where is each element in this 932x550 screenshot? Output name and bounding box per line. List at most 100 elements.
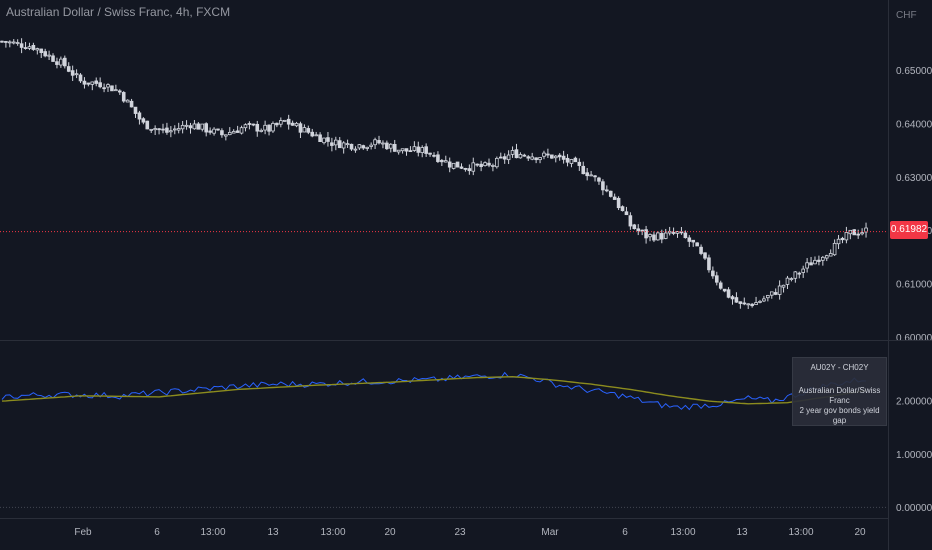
candle — [793, 271, 798, 283]
candle — [392, 139, 397, 152]
candle — [447, 157, 452, 173]
candle — [605, 185, 609, 193]
candle — [471, 157, 476, 176]
candle — [59, 56, 63, 68]
candle — [801, 265, 805, 278]
chart-title: Australian Dollar / Swiss Franc, 4h, FXC… — [6, 5, 231, 19]
candle — [498, 152, 503, 159]
candle — [326, 131, 330, 147]
candle — [322, 137, 326, 145]
price-tick-label: 0.61000 — [896, 280, 932, 291]
candle — [754, 296, 758, 306]
candle — [730, 295, 735, 305]
candle — [601, 179, 605, 196]
candle — [314, 131, 318, 137]
time-tick-label: 13:00 — [200, 527, 225, 538]
candle — [711, 266, 715, 279]
candle — [106, 83, 110, 92]
candle — [424, 143, 428, 157]
candle — [530, 152, 534, 161]
candle — [255, 120, 260, 137]
candle — [23, 41, 28, 50]
annotation-line2: Australian Dollar/Swiss Franc — [798, 386, 881, 405]
candle — [565, 154, 570, 167]
candle — [357, 144, 362, 151]
candle — [502, 153, 507, 164]
candle — [506, 150, 511, 165]
candle — [432, 152, 436, 158]
candle — [51, 53, 55, 62]
candle — [832, 239, 837, 256]
candle — [738, 301, 743, 309]
candle — [628, 212, 633, 230]
candle — [817, 255, 821, 266]
candle — [11, 39, 16, 45]
annotation-description: Australian Dollar/Swiss Franc 2 year gov… — [793, 386, 886, 426]
candle — [114, 84, 118, 92]
candle — [157, 128, 161, 135]
candlestick-series — [0, 38, 868, 309]
candle — [227, 127, 232, 136]
candle — [663, 228, 668, 240]
candle — [31, 42, 36, 51]
indicator-axis[interactable]: 2.00000 1.00000 0.00000 — [896, 397, 932, 514]
candle — [805, 258, 809, 273]
candle — [699, 244, 703, 256]
time-axis[interactable]: Feb 6 13:00 13 13:00 20 23 Mar 6 13:00 13 13:00 20 — [74, 527, 866, 538]
candle — [180, 120, 185, 134]
candle — [569, 158, 574, 168]
candle — [86, 82, 91, 87]
candle — [0, 40, 4, 43]
candle — [220, 128, 224, 138]
candle — [518, 152, 523, 159]
candle — [345, 139, 350, 148]
candle — [82, 77, 87, 89]
candle — [176, 122, 181, 134]
candle — [290, 120, 295, 126]
indicator-pane — [1, 371, 867, 411]
candle — [789, 277, 794, 282]
candle — [129, 98, 134, 108]
candle — [561, 150, 566, 164]
candle — [43, 48, 47, 58]
candle — [660, 229, 664, 244]
candle — [671, 227, 676, 236]
candle — [852, 229, 857, 236]
candle — [483, 161, 487, 167]
candle — [98, 77, 102, 89]
candle — [809, 256, 813, 266]
time-tick-label: 13:00 — [670, 527, 695, 538]
candle — [184, 120, 189, 130]
candle — [707, 254, 711, 273]
candle — [294, 121, 299, 128]
candle — [141, 117, 146, 125]
price-tick-label: 0.64000 — [896, 120, 932, 131]
time-tick-label: 6 — [154, 527, 160, 538]
candle — [821, 255, 825, 266]
candle — [797, 271, 802, 279]
time-tick-label: Feb — [74, 527, 92, 538]
candle — [212, 127, 216, 136]
candle — [844, 226, 849, 244]
candle — [475, 163, 480, 167]
candle — [612, 193, 617, 200]
candle — [102, 83, 106, 93]
candle — [400, 148, 405, 154]
candle — [161, 123, 165, 134]
annotation-line3: 2 year gov bonds yield gap — [799, 406, 880, 425]
candle — [337, 137, 342, 149]
time-tick-label: 6 — [622, 527, 628, 538]
candle — [165, 122, 169, 135]
candle — [282, 119, 287, 122]
candle — [267, 124, 271, 136]
moving-average-line — [1, 375, 867, 405]
price-axis[interactable]: CHF0.650000.640000.630000.620000.610000.… — [896, 10, 932, 344]
indicator-tick-label: 2.00000 — [896, 397, 932, 408]
candle — [279, 117, 283, 128]
time-tick-label: 13:00 — [320, 527, 345, 538]
candle — [840, 236, 845, 244]
candle — [714, 271, 719, 286]
candle — [860, 228, 864, 236]
candle — [455, 161, 460, 168]
candle — [94, 77, 99, 87]
